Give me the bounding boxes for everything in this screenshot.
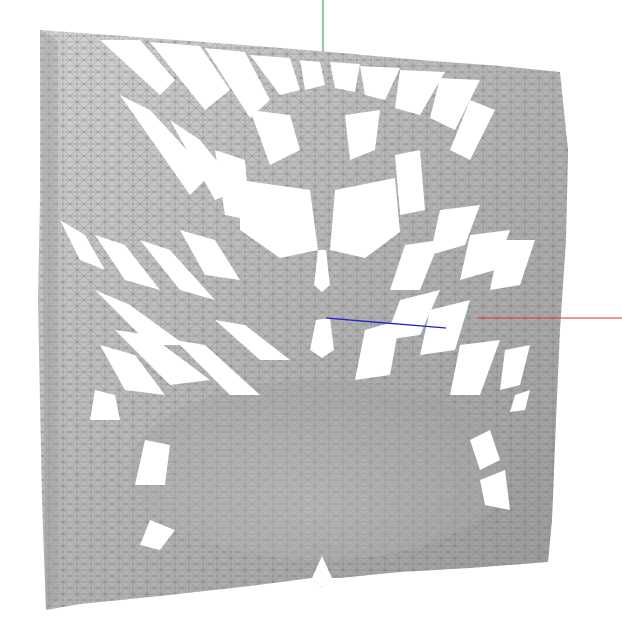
z-axis-line bbox=[325, 317, 447, 329]
mesh-bulge-shading bbox=[130, 380, 510, 560]
mesh-rim-shading bbox=[40, 30, 58, 610]
mesh-holes bbox=[60, 40, 535, 588]
axes-gizmo bbox=[325, 317, 622, 329]
mesh-object[interactable] bbox=[38, 30, 568, 610]
